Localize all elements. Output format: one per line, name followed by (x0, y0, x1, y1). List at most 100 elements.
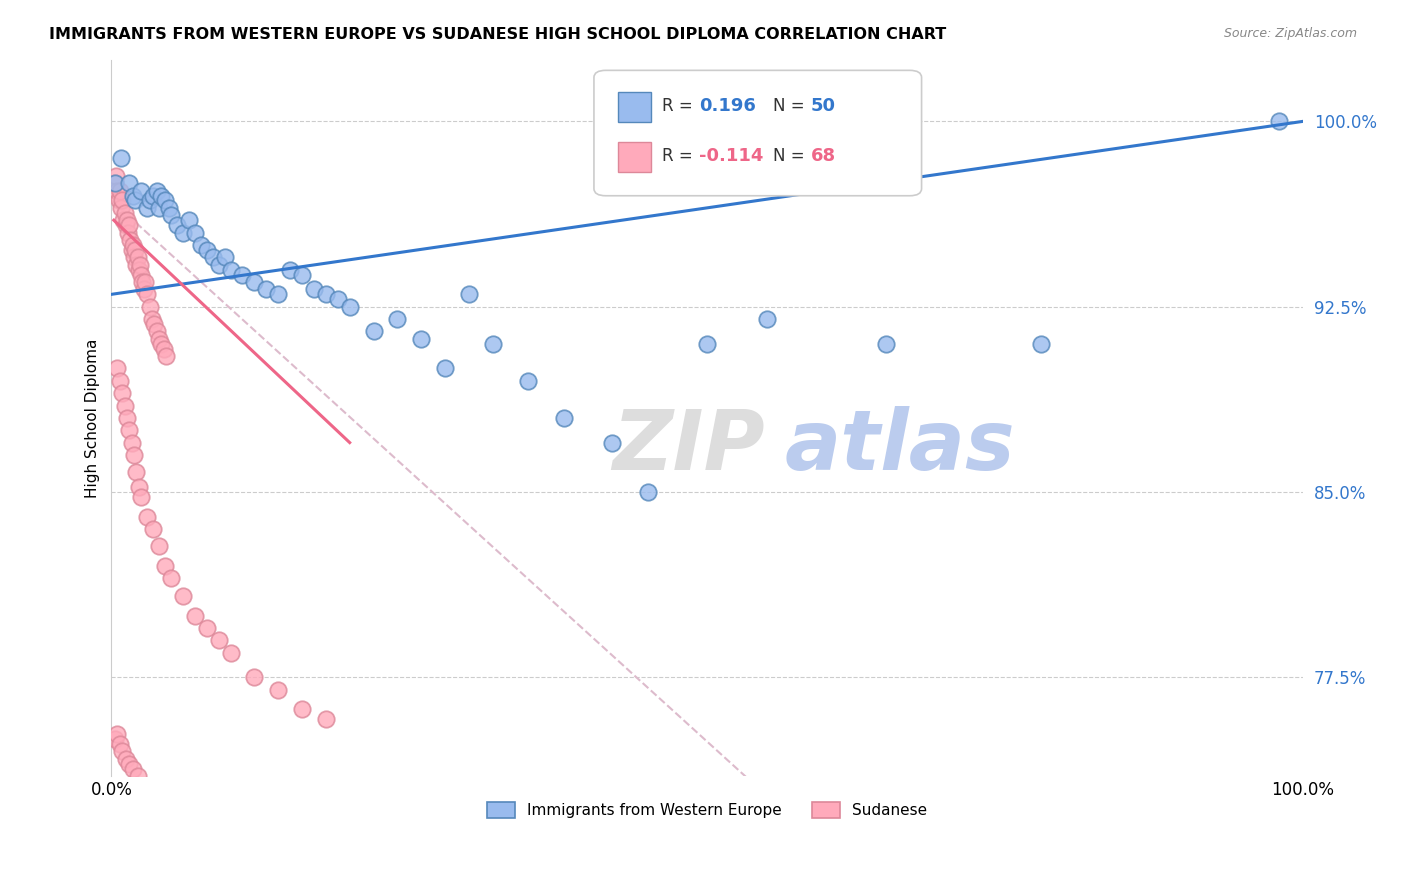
Point (114, 206, 136, 220)
Point (104, 176, 127, 190)
Point (302, 282, 325, 296)
Point (141, 312, 163, 326)
Point (637, 485, 659, 500)
Y-axis label: High School Diploma: High School Diploma (86, 338, 100, 498)
Point (208, 258, 231, 272)
Point (254, 282, 277, 296)
Point (231, 268, 253, 282)
Point (315, 712, 337, 726)
Point (214, 250, 236, 264)
Point (143, 317, 166, 331)
Point (148, 332, 170, 346)
Point (243, 275, 266, 289)
Point (110, 201, 132, 215)
Point (208, 633, 231, 648)
Point (315, 287, 337, 301)
Text: 68: 68 (811, 147, 837, 165)
Point (108, 184, 131, 198)
Point (104, 176, 127, 190)
Point (118, 423, 141, 437)
FancyBboxPatch shape (617, 142, 651, 172)
Point (195, 243, 218, 257)
Text: Source: ZipAtlas.com: Source: ZipAtlas.com (1223, 27, 1357, 40)
Point (120, 233, 142, 247)
Point (157, 201, 180, 215)
Point (243, 670, 266, 684)
Text: IMMIGRANTS FROM WESTERN EUROPE VS SUDANESE HIGH SCHOOL DIPLOMA CORRELATION CHART: IMMIGRANTS FROM WESTERN EUROPE VS SUDANE… (49, 27, 946, 42)
Point (172, 226, 194, 240)
Point (600, 435, 623, 450)
Point (755, 312, 778, 326)
Point (278, 262, 301, 277)
Point (517, 374, 540, 388)
Point (145, 325, 167, 339)
Point (177, 213, 200, 227)
Point (136, 509, 159, 524)
Point (111, 744, 134, 758)
Point (128, 480, 150, 494)
Point (117, 226, 139, 240)
Text: ZIP: ZIP (612, 406, 765, 487)
Point (339, 300, 361, 314)
Point (160, 208, 183, 222)
Point (195, 621, 218, 635)
Point (145, 184, 167, 198)
Point (124, 243, 146, 257)
Point (172, 589, 194, 603)
Point (138, 300, 160, 314)
Point (105, 361, 128, 376)
Point (115, 410, 138, 425)
Point (160, 572, 183, 586)
Point (434, 361, 457, 376)
Point (1029, 336, 1052, 351)
Point (153, 559, 176, 574)
Point (110, 152, 132, 166)
Point (121, 188, 143, 202)
Text: 50: 50 (811, 97, 835, 115)
Point (118, 176, 141, 190)
Point (107, 194, 129, 208)
Point (112, 213, 135, 227)
Point (148, 540, 170, 554)
Point (184, 226, 207, 240)
Point (136, 287, 159, 301)
Point (105, 727, 128, 741)
Point (125, 258, 148, 272)
Text: 0.196: 0.196 (699, 97, 755, 115)
Point (114, 752, 136, 766)
Point (104, 732, 127, 747)
Point (129, 268, 152, 282)
Point (155, 349, 177, 363)
Point (153, 194, 176, 208)
Text: atlas: atlas (785, 406, 1015, 487)
Point (190, 238, 212, 252)
Text: N =: N = (773, 147, 810, 165)
Point (875, 336, 897, 351)
Point (132, 282, 155, 296)
Point (142, 188, 165, 202)
Point (118, 218, 141, 232)
Point (127, 769, 149, 783)
Point (131, 275, 153, 289)
Point (553, 410, 575, 425)
Point (363, 325, 385, 339)
Point (142, 522, 165, 536)
FancyBboxPatch shape (617, 92, 651, 122)
Point (136, 201, 159, 215)
Point (291, 268, 314, 282)
Point (121, 762, 143, 776)
Point (184, 608, 207, 623)
Legend: Immigrants from Western Europe, Sudanese: Immigrants from Western Europe, Sudanese (479, 795, 935, 826)
Point (122, 448, 145, 462)
Point (1268, 114, 1291, 128)
Point (127, 250, 149, 264)
Point (121, 243, 143, 257)
FancyBboxPatch shape (593, 70, 921, 195)
Point (457, 287, 479, 301)
Point (121, 435, 143, 450)
Point (121, 238, 143, 252)
Point (134, 275, 156, 289)
Point (108, 374, 131, 388)
Point (326, 293, 349, 307)
Point (219, 646, 242, 660)
